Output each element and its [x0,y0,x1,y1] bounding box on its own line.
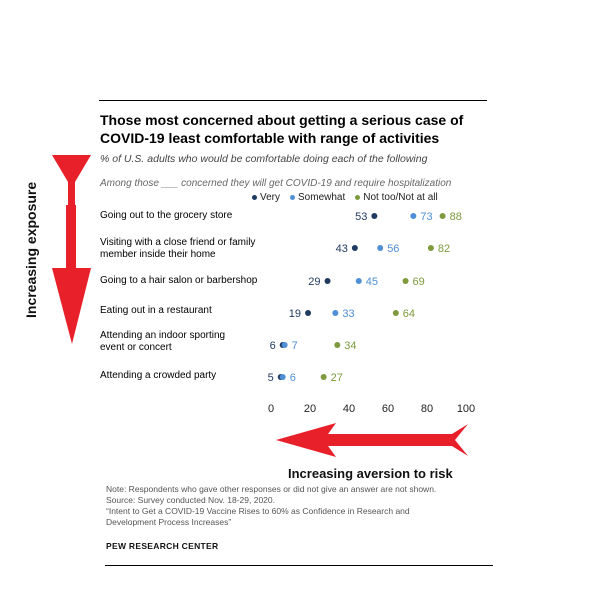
dot-not-too-not-at-all [427,245,434,251]
legend-item-not-too: Not too/Not at all [355,192,438,203]
legend-label-somewhat: Somewhat [298,192,346,203]
dot-not-too-not-at-all [439,213,446,219]
dot-somewhat [410,213,417,219]
chart-subtitle: % of U.S. adults who would be comfortabl… [100,153,428,165]
data-label: 34 [344,340,356,352]
aversion-arrow [276,423,468,457]
dot-somewhat [332,310,339,316]
data-label: 6 [270,340,276,352]
dot-very [305,310,312,316]
dot-somewhat [279,374,286,380]
data-label: 88 [450,211,462,223]
data-label: 64 [403,308,415,320]
data-label: 45 [366,276,378,288]
data-label: 29 [308,276,320,288]
dot-somewhat [355,278,362,284]
pew-logo-text: PEW RESEARCH CENTER [106,541,219,551]
dot-very [324,278,331,284]
data-label: 7 [292,340,298,352]
x-tick-label: 40 [343,403,355,415]
footer-report-1: “Intent to Get a COVID-19 Vaccine Rises … [106,506,410,516]
dot-very [351,245,358,251]
footer-report-2: Development Process Increases” [106,517,232,527]
x-tick-label: 0 [268,403,274,415]
x-tick-label: 60 [382,403,394,415]
data-label: 6 [290,372,296,384]
footer-source: Source: Survey conducted Nov. 18-29, 202… [106,495,275,505]
legend-item-somewhat: Somewhat [290,192,345,203]
data-label: 73 [420,211,432,223]
dot-somewhat [377,245,384,251]
exposure-arrow-top [52,155,91,210]
data-label: 33 [342,308,354,320]
data-label: 19 [289,308,301,320]
row-label-sporting: Attending an indoor sporting event or co… [100,330,226,353]
exposure-arrow-shaft [66,205,76,295]
exposure-arrow-head [52,268,91,344]
data-label: 27 [331,372,343,384]
footer-notes: Note: Respondents who gave other respons… [106,484,486,528]
chart-title: Those most concerned about getting a ser… [100,112,464,146]
increasing-exposure-label: Increasing exposure [23,181,39,318]
legend-label-very: Very [260,192,281,203]
dot-not-too-not-at-all [392,310,399,316]
legend-dot-somewhat [290,195,296,200]
data-label: 69 [413,276,425,288]
x-tick-label: 20 [304,403,316,415]
bottom-rule [105,565,493,566]
data-label: 5 [268,372,274,384]
legend-dot-not-too [355,195,361,200]
legend-label-not-too: Not too/Not at all [363,192,438,203]
x-tick-label: 80 [421,403,433,415]
top-rule [99,100,487,101]
data-label: 53 [355,211,367,223]
x-tick-label: 100 [457,403,475,415]
group-note: Among those ___ concerned they will get … [100,178,452,189]
data-label: 56 [387,243,399,255]
dot-very [371,213,378,219]
legend: Very Somewhat Not too/Not at all [252,192,438,203]
dot-not-too-not-at-all [402,278,409,284]
data-label: 43 [336,243,348,255]
legend-dot-very [252,195,257,200]
row-label-party: Attending a crowded party [100,370,217,381]
row-label-visiting: Visiting with a close friend or family m… [100,237,256,260]
row-label-salon: Going to a hair salon or barbershop [100,275,258,286]
data-label: 82 [438,243,450,255]
row-label-restaurant: Eating out in a restaurant [100,305,212,316]
row-label-grocery: Going out to the grocery store [100,210,233,221]
legend-item-very: Very [252,192,280,203]
dot-not-too-not-at-all [334,342,341,348]
increasing-aversion-label: Increasing aversion to risk [288,466,453,481]
footer-note: Note: Respondents who gave other respons… [106,484,437,494]
dot-not-too-not-at-all [320,374,327,380]
dot-somewhat [281,342,288,348]
